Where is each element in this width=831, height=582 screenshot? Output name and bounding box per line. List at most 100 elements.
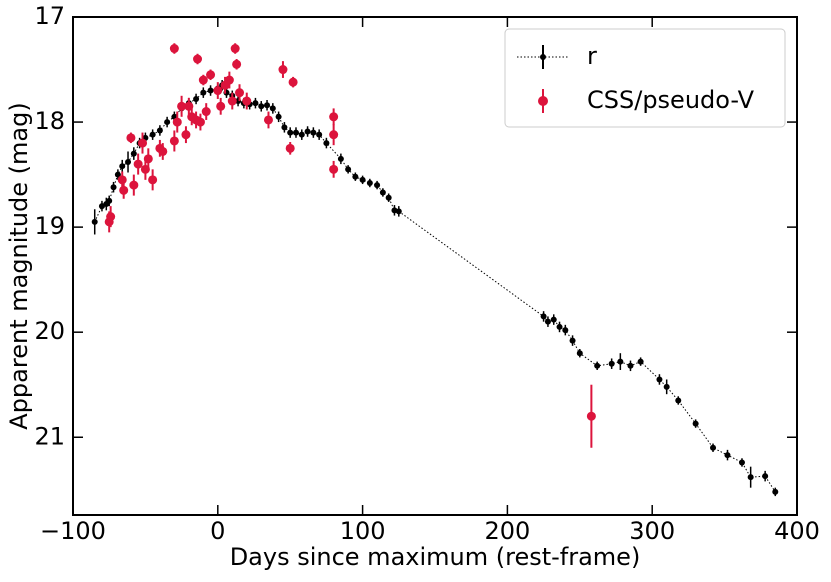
data-point — [143, 154, 153, 164]
series-line — [94, 84, 776, 493]
data-point — [285, 143, 295, 153]
data-point — [125, 158, 132, 165]
data-point — [264, 102, 271, 109]
data-point — [692, 420, 699, 427]
data-point — [169, 136, 179, 146]
data-point — [556, 323, 563, 330]
data-point — [379, 189, 386, 196]
data-point — [148, 175, 158, 185]
x-tick-label: 100 — [340, 517, 386, 545]
data-point — [195, 117, 205, 127]
x-tick-label: 0 — [210, 517, 225, 545]
data-point — [292, 129, 299, 136]
data-point — [747, 474, 754, 481]
data-point — [200, 89, 207, 96]
data-point — [138, 138, 148, 148]
data-point — [310, 129, 317, 136]
data-point — [617, 358, 624, 365]
data-point — [235, 88, 245, 98]
data-point — [550, 316, 557, 323]
data-point — [663, 383, 670, 390]
y-tick-label: 21 — [34, 422, 65, 450]
legend-marker — [538, 96, 548, 106]
data-point — [385, 194, 392, 201]
data-point — [252, 100, 259, 107]
data-point — [181, 130, 191, 140]
data-point — [544, 318, 551, 325]
legend-box — [504, 28, 786, 128]
data-point — [374, 182, 381, 189]
data-point — [206, 70, 216, 80]
data-point — [129, 180, 139, 190]
data-point — [329, 164, 339, 174]
data-point — [269, 105, 276, 112]
data-point — [562, 327, 569, 334]
y-tick-label: 17 — [34, 2, 65, 30]
x-tick-label: −100 — [40, 517, 106, 545]
data-point — [198, 75, 208, 85]
y-tick-label: 20 — [34, 317, 65, 345]
data-point — [288, 77, 298, 87]
data-point — [275, 113, 282, 120]
data-point — [149, 131, 156, 138]
data-point — [772, 488, 779, 495]
data-point — [345, 166, 352, 173]
data-point — [637, 358, 644, 365]
data-point — [106, 197, 113, 204]
data-point — [177, 101, 187, 111]
data-point — [119, 185, 129, 195]
data-point — [608, 360, 615, 367]
data-point — [762, 473, 769, 480]
data-point — [207, 87, 214, 94]
data-point — [172, 117, 182, 127]
data-point — [126, 133, 136, 143]
data-point — [230, 44, 240, 54]
legend-label: r — [587, 42, 597, 70]
data-point — [738, 459, 745, 466]
y-tick-label: 19 — [34, 212, 65, 240]
data-point — [224, 75, 234, 85]
data-point — [675, 397, 682, 404]
data-point — [91, 218, 98, 225]
data-point — [258, 103, 265, 110]
data-point — [201, 107, 211, 117]
data-point — [242, 96, 252, 106]
legend-label: CSS/pseudo-V — [587, 86, 755, 114]
data-point — [227, 96, 237, 106]
data-point — [569, 337, 576, 344]
data-point — [133, 159, 143, 169]
data-point — [114, 171, 121, 178]
data-point — [156, 127, 163, 134]
y-axis-label: Apparent magnitude (mag) — [5, 102, 33, 429]
data-point — [352, 173, 359, 180]
data-point — [119, 163, 126, 170]
x-tick-label: 200 — [484, 517, 530, 545]
data-point — [130, 150, 137, 157]
data-point — [263, 115, 273, 125]
x-axis-label: Days since maximum (rest-frame) — [230, 543, 641, 571]
data-point — [576, 350, 583, 357]
data-point — [232, 59, 242, 69]
data-point — [329, 112, 339, 122]
data-point — [169, 44, 179, 54]
data-point — [278, 65, 288, 75]
data-point — [395, 208, 402, 215]
data-point — [359, 176, 366, 183]
x-tick-label: 300 — [629, 517, 675, 545]
data-point — [287, 129, 294, 136]
data-point — [117, 175, 127, 185]
data-point — [656, 376, 663, 383]
data-point — [366, 180, 373, 186]
data-point — [627, 362, 634, 369]
data-point — [710, 444, 717, 451]
data-point — [329, 130, 339, 140]
data-point — [216, 101, 226, 111]
data-point — [323, 140, 330, 147]
data-point — [281, 124, 288, 131]
x-tick-label: 400 — [774, 517, 820, 545]
data-point — [724, 452, 731, 459]
legend-marker — [540, 54, 546, 60]
data-point — [594, 362, 601, 369]
